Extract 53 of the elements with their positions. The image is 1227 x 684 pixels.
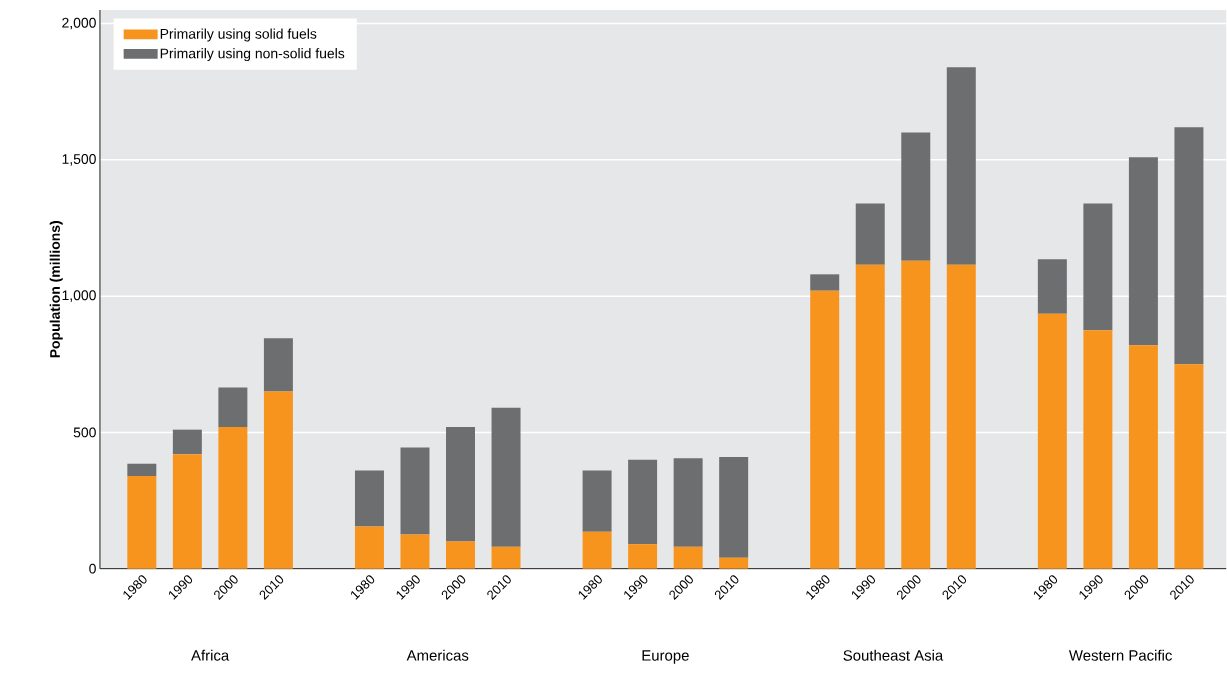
- bar: [1174, 364, 1204, 569]
- bar: [1083, 203, 1113, 331]
- bar: [491, 547, 521, 569]
- bar: [855, 264, 885, 569]
- bar: [263, 338, 293, 392]
- legend-label: Primarily using non-solid fuels: [160, 48, 345, 62]
- bar: [901, 132, 931, 261]
- bar: [582, 470, 612, 533]
- bar: [491, 408, 521, 548]
- bar: [855, 203, 885, 265]
- bar: [673, 547, 703, 569]
- bar: [400, 447, 430, 535]
- bar: [582, 532, 612, 569]
- bar: [946, 67, 976, 265]
- bar: [172, 454, 202, 569]
- bar: [810, 274, 840, 291]
- bar: [354, 470, 384, 527]
- bar: [1128, 157, 1158, 346]
- bar: [172, 429, 202, 455]
- bar: [263, 391, 293, 569]
- text: Africa: [191, 649, 230, 661]
- bar: [354, 526, 384, 569]
- y-tick-label: 1,500: [62, 154, 96, 166]
- bar: [628, 544, 658, 569]
- bar: [719, 457, 749, 558]
- bar: [1174, 127, 1204, 365]
- y-tick-label: 0: [89, 563, 96, 574]
- text: Americas: [406, 649, 469, 661]
- bar: [901, 260, 931, 569]
- bar: [719, 557, 749, 569]
- legend-label: Primarily using solid fuels: [160, 28, 317, 42]
- bar: [628, 459, 658, 545]
- y-tick-label: 1,000: [62, 290, 96, 303]
- bar: [446, 541, 475, 569]
- bar: [1037, 259, 1067, 315]
- bar: [218, 387, 248, 428]
- bar: [1083, 330, 1113, 569]
- y-tick-label: 2,000: [62, 18, 96, 30]
- bar: [1128, 345, 1158, 569]
- y-tick-label: 500: [73, 427, 96, 438]
- bar: [446, 427, 475, 542]
- bar: [1037, 314, 1067, 569]
- bar: [810, 290, 840, 569]
- bar: [946, 264, 976, 569]
- text: Europe: [642, 650, 689, 664]
- bar: [127, 463, 157, 477]
- text: Southeast Asia: [843, 649, 944, 661]
- bar: [400, 534, 430, 569]
- bar: [673, 458, 703, 548]
- bar: [127, 476, 157, 569]
- bar: [218, 427, 248, 569]
- y-axis-title: Population (millions): [49, 221, 63, 358]
- text: Western Pacific: [1068, 649, 1172, 661]
